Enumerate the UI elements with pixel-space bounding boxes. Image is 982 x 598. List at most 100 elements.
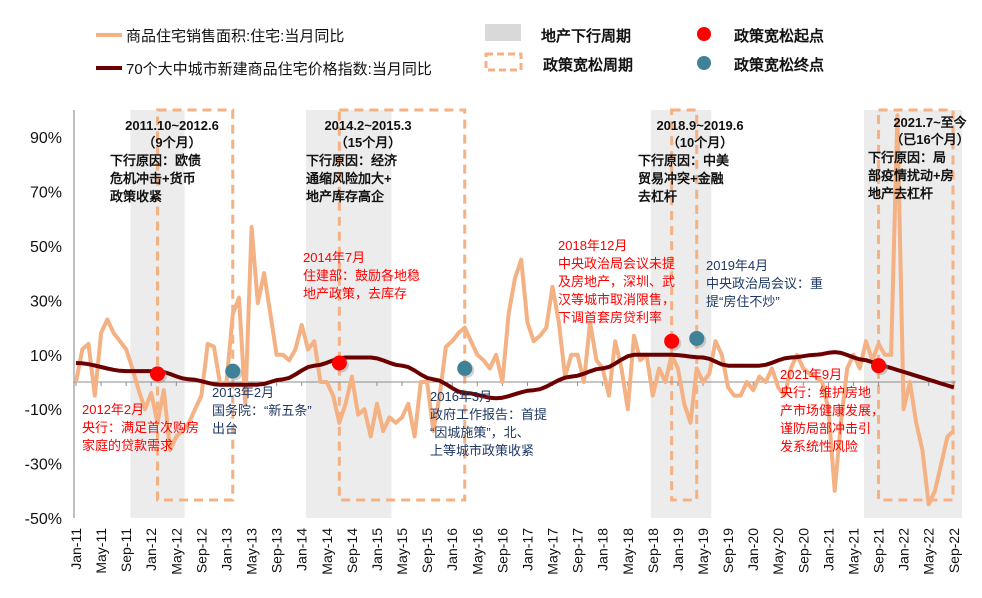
x-tick-label: Sep-19 [720,528,736,573]
policy-marker-start [331,355,347,371]
downturn-duration-label: （15个月） [335,135,401,150]
x-tick-label: May-16 [469,528,485,575]
x-tick-label: Jan-21 [820,528,836,571]
downturn-reason-line: 下行原因：经济 [306,153,398,168]
x-tick-label: Sep-15 [419,528,435,573]
legend-label-price: 70个大中城市新建商品住宅价格指数:当月同比 [126,61,432,78]
downturn-reason-line: 通缩风险加大+ [306,171,392,186]
downturn-reason-line: 贸易冲突+金融 [638,171,724,186]
policy-annotation-line: 谨防局部冲击引 [780,421,871,436]
x-tick-label: Jan-16 [444,528,460,571]
legend-marker-start [697,27,711,41]
downturn-reason-line: 下行原因：欧债 [110,153,201,168]
x-tick-label: May-14 [319,528,335,575]
downturn-reason-line: 去杠杆 [638,189,677,204]
x-tick-label: Jan-13 [218,528,234,571]
x-tick-label: Jan-19 [670,528,686,571]
downturn-reason-line: 部疫情扰动+房 [868,168,954,183]
easing-boxes [156,108,955,502]
policy-annotation-title: 2018年12月 [558,238,627,253]
policy-marker-end [457,360,473,376]
x-tick-label: Jan-12 [143,528,159,571]
x-tick-label: Sep-12 [193,528,209,573]
policy-annotation-title: 2012年2月 [82,402,144,417]
downturn-reason-line: 地产库存高企 [306,189,385,204]
downturn-duration-label: （已16个月） [890,132,969,147]
x-tick-label: Sep-13 [269,528,285,573]
legend-swatch-easing [484,52,523,72]
policy-annotation-title: 2014年7月 [303,250,365,265]
easing-box-2 [670,108,699,502]
easing-box-1 [337,108,467,502]
policy-annotation-line: 地产政策，去库存 [303,286,407,301]
policy-annotation-line: 央行：满足首次购房 [82,420,199,435]
x-tick-label: May-15 [394,528,410,575]
policy-annotation-title: 2013年2月 [212,385,274,400]
downturn-period-label: 2014.2~2015.3 [324,118,411,133]
x-tick-label: Jan-18 [595,528,611,571]
policy-annotation-line: 中央政治局会议未提 [558,256,675,271]
downturn-duration-label: （9个月） [142,135,201,150]
x-tick-label: May-12 [168,528,184,575]
x-tick-label: Jan-22 [896,528,912,571]
policy-annotation-line: 中央政治局会议：重 [706,276,823,291]
downturn-duration-label: （10个月） [667,135,733,150]
x-tick-label: Jan-17 [519,528,535,571]
x-tick-label: Sep-18 [645,528,661,573]
y-tick-label: -30% [25,457,62,474]
easing-box-0 [156,108,235,502]
y-tick-label: -10% [25,402,62,419]
legend-label-sales: 商品住宅销售面积:住宅:当月同比 [126,28,344,45]
x-tick-label: May-13 [244,528,260,575]
y-tick-label: 10% [30,348,62,365]
policy-annotation-line: 汉等城市取消限售， [558,292,675,307]
policy-annotation-line: 国务院：“新五条” [212,403,312,418]
policy-marker-start [150,366,166,382]
policy-annotation-line: 央行：维护房地 [780,385,871,400]
legend-label-end: 政策宽松终点 [734,56,824,74]
legend-label-easing: 政策宽松周期 [543,56,633,74]
axes: 90% 70% 50% 30% 10% -10% -30% -50% Jan-11 May-11 S… [25,110,962,575]
y-tick-label: -50% [25,511,62,528]
policy-annotation-title: 2016年3月 [430,389,492,404]
series-lines [74,113,956,507]
policy-annotation-title: 2021年9月 [780,367,842,382]
policy-markers [150,330,889,384]
series-price-line [75,350,955,401]
x-tick-label: May-17 [545,528,561,575]
policy-annotation-line: 上等城市政策收紧 [430,443,534,458]
legend-marker-end [697,56,711,70]
x-tick-label: Jan-15 [369,528,385,571]
policy-marker-start [871,358,887,374]
policy-annotation-line: “因城施策”，北、 [430,425,530,440]
legend-label-downturn: 地产下行周期 [541,27,631,45]
x-tick-label: Jan-14 [294,528,310,571]
x-tick-label: May-19 [695,528,711,575]
policy-marker-end [689,330,705,346]
policy-marker-end [225,363,241,379]
policy-annotation-title: 2019年4月 [706,258,768,273]
x-tick-label: May-21 [845,528,861,575]
downturn-reason-line: 地产去杠杆 [868,186,933,201]
x-tick-label: Jan-20 [745,528,761,571]
y-tick-label: 50% [30,239,62,256]
x-tick-label: Sep-11 [118,528,134,572]
policy-annotation-line: 住建部：鼓励各地稳 [303,268,420,283]
policy-annotation-line: 家庭的贷款需求 [82,438,173,453]
legend-swatch-downturn [485,24,521,41]
downturn-period-label: 2021.7~至今 [893,115,967,130]
policy-annotation-line: 下调首套房贷利率 [558,310,662,325]
downturn-band-2 [650,110,712,518]
downturn-reason-line: 政策收紧 [110,189,162,204]
policy-annotation-line: 政府工作报告：首提 [430,407,547,422]
policy-annotation-line: 产市场健康发展， [780,403,884,418]
downturn-reason-line: 危机冲击+货币 [110,171,196,186]
x-tick-label: May-11 [93,528,109,574]
policy-annotation-line: 出台 [212,421,238,436]
policy-annotation-line: 及房地产，深圳、武 [558,274,675,289]
y-tick-label: 90% [30,130,62,147]
x-tick-label: Sep-22 [946,528,962,573]
x-tick-label: Sep-14 [344,528,360,573]
policy-annotation-line: 发系统性风险 [780,439,858,454]
